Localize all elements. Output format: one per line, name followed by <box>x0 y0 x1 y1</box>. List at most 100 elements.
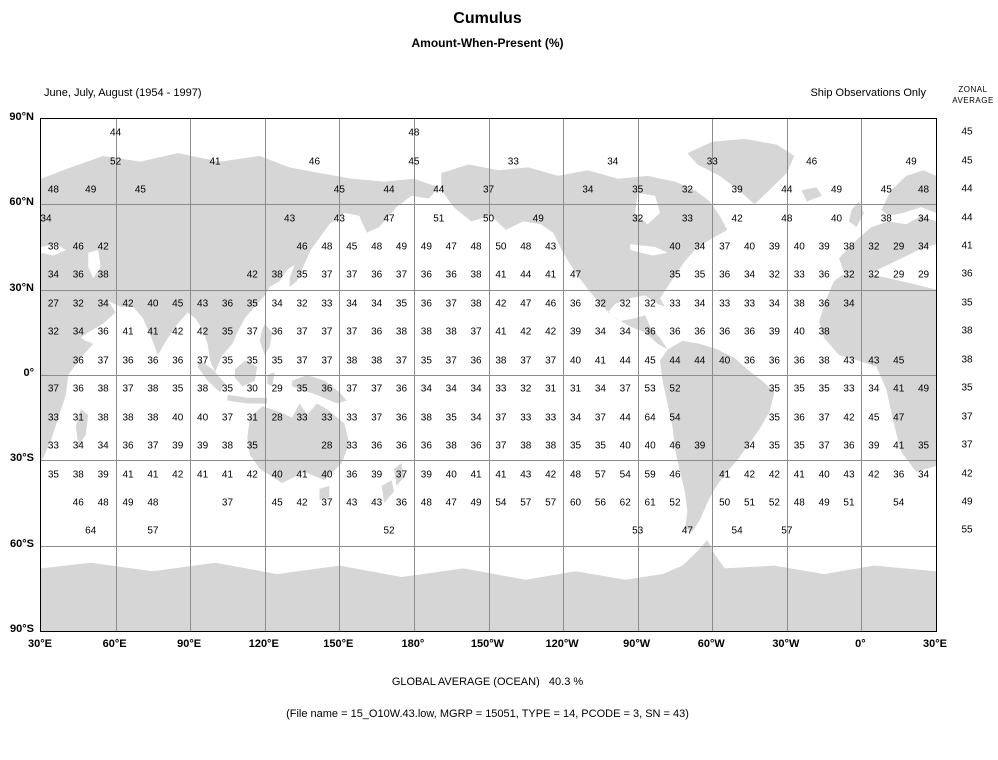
cell-value: 36 <box>793 412 805 424</box>
cell-value: 42 <box>97 241 109 253</box>
lon-axis-label: 60°E <box>102 638 127 650</box>
lat-axis-label: 60°N <box>9 196 34 209</box>
cell-value: 47 <box>893 412 905 424</box>
cell-value: 46 <box>72 241 84 253</box>
data-values-layer: 44 48 52 41 46 45 33 34 33 46 49 48 49 45 45 44 44 37 34 35… <box>40 119 936 631</box>
cell-value: 38 <box>420 412 432 424</box>
cell-value: 38 <box>818 326 830 338</box>
cell-value: 42 <box>296 497 308 509</box>
cell-value: 54 <box>619 469 631 481</box>
page-subtitle: Amount-When-Present (%) <box>411 36 564 50</box>
grid-layer <box>41 119 936 631</box>
zonal-average-value: 35 <box>961 382 973 394</box>
cell-value: 42 <box>545 326 557 338</box>
gridline-horizontal <box>41 289 936 291</box>
cell-value: 35 <box>221 355 234 367</box>
cell-value: 34 <box>694 241 706 253</box>
cell-value: 37 <box>346 326 358 338</box>
cell-value: 40 <box>445 469 457 481</box>
cell-value: 42 <box>172 469 184 481</box>
lon-axis-label: 60°W <box>697 638 725 650</box>
cell-value: 32 <box>520 383 532 395</box>
cell-value: 35 <box>172 383 184 395</box>
cell-value: 37 <box>47 383 59 395</box>
cell-value: 41 <box>893 440 905 452</box>
cell-value: 42 <box>843 412 855 424</box>
cell-value: 38 <box>271 269 283 281</box>
cell-value: 32 <box>632 213 644 225</box>
landmass-iceland <box>801 187 822 202</box>
cell-value: 34 <box>619 326 631 338</box>
cell-value: 36 <box>271 326 283 338</box>
cell-value: 48 <box>97 497 109 509</box>
zonal-average-value: 41 <box>961 240 973 252</box>
cell-value: 40 <box>147 298 159 310</box>
lon-axis-label: 30°E <box>923 638 947 650</box>
cell-value: 33 <box>346 412 358 424</box>
cell-value: 36 <box>420 440 432 452</box>
cell-value: 36 <box>122 355 134 367</box>
cell-value: 37 <box>246 326 258 338</box>
cell-value: 49 <box>830 184 843 196</box>
cell-value: 29 <box>893 269 905 281</box>
cell-value: 46 <box>545 298 557 310</box>
landmass-new-zealand-south <box>381 480 395 503</box>
zonal-average-header: ZONAL AVERAGE <box>950 84 996 106</box>
cell-value: 40 <box>271 469 283 481</box>
cell-value: 49 <box>420 241 432 253</box>
cell-value: 39 <box>97 469 109 481</box>
cell-value: 40 <box>743 241 756 253</box>
lon-axis-label: 150°W <box>470 638 505 650</box>
landmass-tasmania <box>319 485 330 501</box>
cell-value: 34 <box>72 326 84 338</box>
cell-value: 43 <box>868 355 880 367</box>
cell-value: 43 <box>346 497 358 509</box>
cell-value: 37 <box>594 412 606 424</box>
cell-value: 40 <box>172 412 184 424</box>
cell-value: 41 <box>470 469 482 481</box>
cell-value: 35 <box>221 383 234 395</box>
cell-value: 33 <box>545 412 557 424</box>
cell-value: 34 <box>594 326 606 338</box>
cell-value: 31 <box>246 412 258 424</box>
cell-value: 37 <box>371 412 383 424</box>
cell-value: 48 <box>408 127 420 139</box>
cell-value: 37 <box>470 326 482 338</box>
cell-value: 47 <box>520 298 532 310</box>
cell-value: 56 <box>594 497 606 509</box>
cell-value: 36 <box>793 355 805 367</box>
cell-value: 35 <box>694 269 706 281</box>
cell-value: 36 <box>346 469 358 481</box>
cell-value: 48 <box>918 184 930 196</box>
cell-value: 57 <box>545 497 557 509</box>
landmass-british-isles <box>848 201 864 228</box>
cell-value: 33 <box>346 440 358 452</box>
cell-value: 38 <box>147 383 159 395</box>
cell-value: 32 <box>868 269 880 281</box>
cell-value: 48 <box>793 497 805 509</box>
cell-value: 33 <box>669 298 681 310</box>
zonal-average-value: 55 <box>961 524 973 536</box>
cell-value: 40 <box>818 469 830 481</box>
cell-value: 48 <box>781 213 793 225</box>
cell-value: 38 <box>818 355 830 367</box>
cell-value: 36 <box>395 412 408 424</box>
cell-value: 54 <box>669 412 681 424</box>
cell-value: 35 <box>768 440 780 452</box>
cell-value: 36 <box>395 383 408 395</box>
cell-value: 34 <box>743 269 756 281</box>
cell-value: 41 <box>296 469 308 481</box>
zonal-average-value: 37 <box>961 439 973 451</box>
cell-value: 38 <box>97 412 109 424</box>
landmass-africa-east <box>41 286 94 461</box>
cell-value: 38 <box>346 355 358 367</box>
cell-value: 43 <box>520 469 532 481</box>
cell-value: 45 <box>408 156 420 168</box>
cell-value: 41 <box>719 469 731 481</box>
cell-value: 41 <box>495 469 507 481</box>
cell-value: 35 <box>246 440 258 452</box>
landmass-greenland <box>687 138 795 205</box>
black-sea <box>41 244 66 256</box>
cell-value: 37 <box>321 355 333 367</box>
cell-value: 32 <box>644 298 656 310</box>
